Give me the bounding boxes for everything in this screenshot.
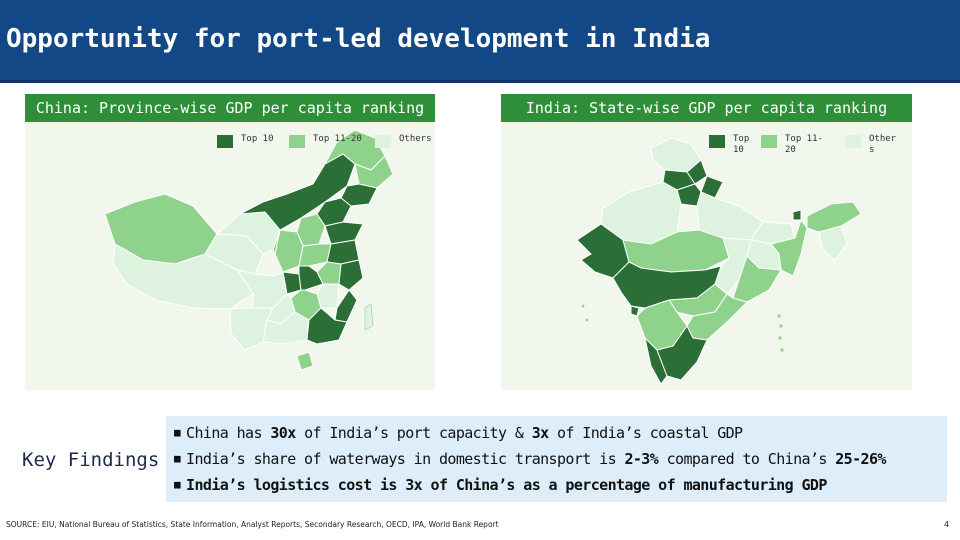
legend-swatch-others [375,135,391,148]
finding-item: ■ India’s logistics cost is 3x of China’s… [174,476,827,494]
legend-label: Top 10 [241,134,274,144]
legend-label: Top 11-20 [313,134,362,144]
page-number: 4 [944,520,950,529]
bullet-icon: ■ [174,426,181,439]
finding-item: ■ China has 30x of India’s port capacity … [174,424,743,442]
india-map-header: India: State-wise GDP per capita ranking [501,94,912,122]
key-findings-box: ■ China has 30x of India’s port capacity … [166,416,947,502]
india-map [576,137,862,385]
legend-label: Others [869,134,897,155]
china-legend-others: Others [375,134,432,148]
page-title: Opportunity for port-led development in … [6,24,711,54]
title-bar: Opportunity for port-led development in … [0,0,960,80]
legend-label: Top 11-20 [785,134,823,155]
legend-swatch-top10 [217,135,233,148]
china-legend-top11-20: Top 11-20 [289,134,362,148]
legend-swatch-top11-20 [761,135,777,148]
bullet-icon: ■ [174,478,181,491]
legend-swatch-others [845,135,861,148]
finding-item: ■ India’s share of waterways in domestic … [174,450,886,468]
india-legend-others: Others [845,134,899,156]
china-map [104,129,394,371]
india-map-panel: India: State-wise GDP per capita ranking… [501,94,912,390]
legend-swatch-top10 [709,135,725,148]
key-findings-label: Key Findings [22,449,160,471]
india-legend-top11-20: Top 11-20 [761,134,825,156]
china-map-panel: China: Province-wise GDP per capita rank… [25,94,435,390]
source-note: SOURCE: EIU, National Bureau of Statisti… [6,520,499,529]
legend-swatch-top11-20 [289,135,305,148]
bullet-icon: ■ [174,452,181,465]
china-legend-top10: Top 10 [217,134,274,148]
china-map-header: China: Province-wise GDP per capita rank… [25,94,435,122]
legend-label: Top 10 [733,134,750,155]
legend-label: Others [399,134,432,144]
title-divider [0,80,960,83]
india-legend-top10: Top 10 [709,134,755,156]
